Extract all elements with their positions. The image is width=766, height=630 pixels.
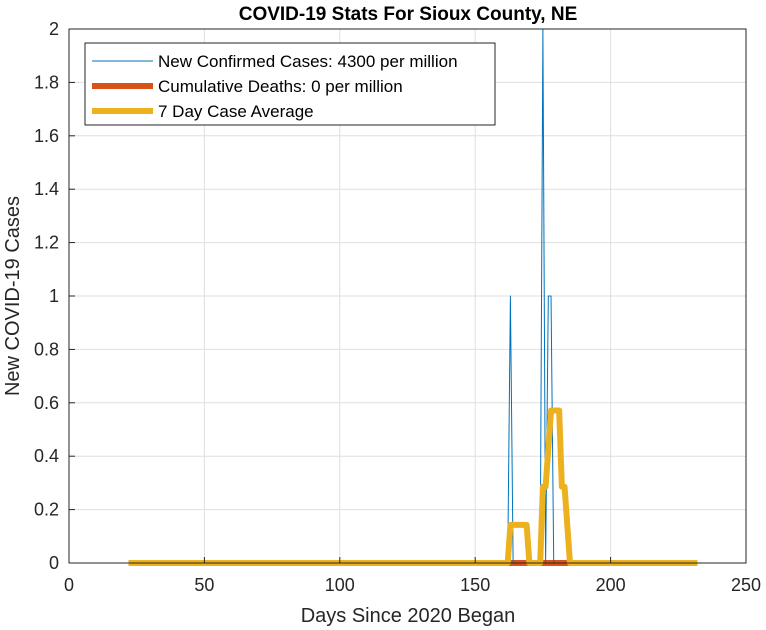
y-axis-label: New COVID-19 Cases xyxy=(2,196,24,396)
legend-label: 7 Day Case Average xyxy=(158,102,314,121)
x-tick-label: 0 xyxy=(64,575,74,595)
x-tick-label: 150 xyxy=(460,575,490,595)
y-tick-label: 1.6 xyxy=(34,126,59,146)
y-tick-label: 0.4 xyxy=(34,446,59,466)
y-tick-label: 1 xyxy=(49,286,59,306)
legend-label: New Confirmed Cases: 4300 per million xyxy=(158,52,458,71)
y-tick-label: 0.6 xyxy=(34,393,59,413)
series-line-2 xyxy=(128,407,698,566)
x-tick-label: 250 xyxy=(731,575,761,595)
legend: New Confirmed Cases: 4300 per million Cum… xyxy=(84,42,496,126)
y-tick-label: 1.4 xyxy=(34,179,59,199)
x-axis-label: Days Since 2020 Began xyxy=(301,605,516,627)
chart-title: COVID-19 Stats For Sioux County, NE xyxy=(239,4,578,25)
x-tick-label: 50 xyxy=(194,575,214,595)
y-tick-label: 1.2 xyxy=(34,233,59,253)
legend-box xyxy=(84,42,496,126)
axis-ticks: 0 50 100 150 200 250 0 0.2 0.4 0.6 0.8 1 1.2 1.4 1.6 1.… xyxy=(34,19,761,595)
y-tick-label: 2 xyxy=(49,19,59,39)
y-tick-label: 0 xyxy=(49,553,59,573)
x-tick-label: 100 xyxy=(325,575,355,595)
y-tick-label: 1.8 xyxy=(34,72,59,92)
x-tick-label: 200 xyxy=(596,575,626,595)
y-tick-label: 0.8 xyxy=(34,339,59,359)
legend-label: Cumulative Deaths: 0 per million xyxy=(158,77,403,96)
y-tick-label: 0.2 xyxy=(34,500,59,520)
